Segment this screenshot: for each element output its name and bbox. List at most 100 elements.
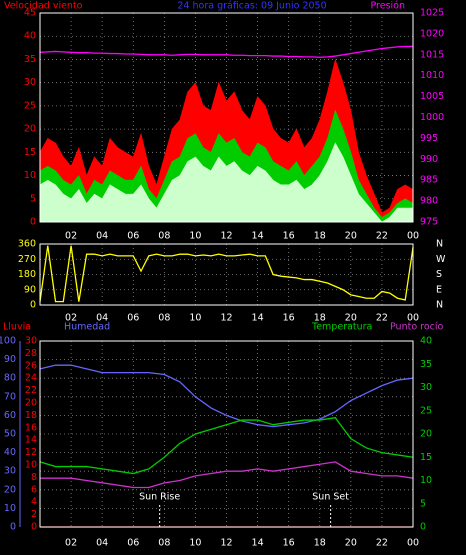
y-tick-label: 60	[4, 410, 16, 421]
y3-tick-label: 10	[25, 460, 37, 471]
y2-tick-label: N	[436, 300, 443, 311]
y3-tick-label: 2	[31, 509, 37, 520]
y-tick-label: 50	[4, 429, 16, 440]
x-tick-label: 08	[158, 313, 170, 324]
y-tick-label: 20	[24, 124, 36, 135]
y-tick-label: 270	[18, 254, 36, 265]
x-tick-label: 00	[407, 538, 419, 549]
y-tick-label: 40	[24, 31, 36, 42]
line	[40, 461, 414, 489]
y2-tick-label: 35	[420, 359, 432, 370]
y-tick-label: 180	[18, 269, 36, 280]
y2-tick-label: 975	[420, 217, 438, 228]
line	[39, 245, 414, 303]
y-tick-label: 100	[0, 336, 16, 347]
x-tick-label: 00	[407, 231, 419, 242]
y3-tick-label: 26	[25, 360, 37, 371]
y3-tick-label: 8	[31, 472, 37, 483]
y-tick-label: 10	[24, 170, 36, 181]
y2-tick-label: 995	[420, 133, 438, 144]
y3-tick-label: 12	[25, 447, 37, 458]
legend-label: Humedad	[64, 322, 110, 333]
x-tick-label: 16	[283, 538, 295, 549]
line	[39, 45, 413, 58]
x-tick-label: 18	[314, 538, 326, 549]
line	[39, 417, 414, 475]
y3-tick-label: 16	[25, 422, 37, 433]
x-tick-label: 10	[189, 538, 201, 549]
legend-label: Punto rocío	[390, 322, 444, 333]
y-tick-label: 45	[24, 8, 36, 19]
y3-tick-label: 28	[25, 348, 37, 359]
y2-tick-label: 1020	[420, 28, 444, 39]
y-tick-label: 10	[4, 503, 16, 514]
x-tick-label: 08	[158, 231, 170, 242]
y3-tick-label: 24	[25, 373, 37, 384]
y2-tick-label: 20	[420, 429, 432, 440]
y2-tick-label: W	[436, 254, 446, 265]
x-tick-label: 20	[345, 313, 357, 324]
x-tick-label: 20	[345, 231, 357, 242]
x-tick-label: 12	[220, 538, 232, 549]
y-tick-label: 70	[4, 391, 16, 402]
x-tick-label: 18	[314, 231, 326, 242]
y2-tick-label: 980	[420, 196, 438, 207]
x-tick-label: 12	[220, 231, 232, 242]
x-tick-label: 14	[252, 313, 264, 324]
y-tick-label: 25	[24, 100, 36, 111]
y3-tick-label: 18	[25, 410, 37, 421]
y2-tick-label: 10	[420, 475, 432, 486]
y2-tick-label: 1005	[420, 91, 444, 102]
x-tick-label: 10	[189, 231, 201, 242]
y3-tick-label: 14	[25, 435, 37, 446]
y-tick-label: 90	[24, 284, 36, 295]
y2-axis-label: Presión	[370, 1, 405, 12]
x-tick-label: 16	[283, 231, 295, 242]
y-tick-label: 0	[30, 217, 36, 228]
x-tick-label: 02	[65, 231, 77, 242]
x-tick-label: 12	[220, 313, 232, 324]
y2-tick-label: 15	[420, 452, 432, 463]
legend-label: Temperatura	[311, 322, 372, 333]
x-tick-label: 22	[376, 538, 388, 549]
x-tick-label: 04	[96, 231, 108, 242]
y2-tick-label: 30	[420, 382, 432, 393]
x-tick-label: 08	[158, 538, 170, 549]
y2-tick-label: 1010	[420, 70, 444, 81]
x-tick-label: 06	[127, 538, 139, 549]
x-tick-label: 06	[127, 231, 139, 242]
y2-tick-label: 25	[420, 405, 432, 416]
y3-tick-label: 20	[25, 398, 37, 409]
x-tick-label: 18	[314, 313, 326, 324]
y-tick-label: 0	[30, 300, 36, 311]
y2-tick-label: 0	[420, 522, 426, 533]
y-axis-label: Velocidad viento	[4, 1, 83, 12]
y-tick-label: 0	[10, 522, 16, 533]
y-tick-label: 30	[24, 77, 36, 88]
y-tick-label: 20	[4, 484, 16, 495]
y2-tick-label: 1025	[420, 8, 444, 19]
y2-tick-label: 1000	[420, 112, 444, 123]
y2-tick-label: E	[436, 284, 442, 295]
y2-tick-label: 40	[420, 336, 432, 347]
y2-tick-label: 5	[420, 498, 426, 509]
x-tick-label: 14	[252, 538, 264, 549]
y2-tick-label: N	[436, 239, 443, 250]
y2-tick-label: S	[436, 269, 442, 280]
annotation-text: Sun Set	[312, 492, 349, 503]
y2-tick-label: 1015	[420, 49, 444, 60]
x-tick-label: 04	[96, 313, 108, 324]
x-tick-label: 22	[376, 313, 388, 324]
plot-frame	[39, 12, 414, 223]
area	[39, 142, 414, 223]
y-tick-label: 80	[4, 373, 16, 384]
y-tick-label: 30	[4, 466, 16, 477]
x-tick-label: 06	[127, 313, 139, 324]
y-tick-label: 5	[30, 193, 36, 204]
x-tick-label: 02	[65, 538, 77, 549]
plot-frame	[39, 243, 414, 306]
y3-tick-label: 22	[25, 385, 37, 396]
plot-frame	[39, 340, 414, 528]
